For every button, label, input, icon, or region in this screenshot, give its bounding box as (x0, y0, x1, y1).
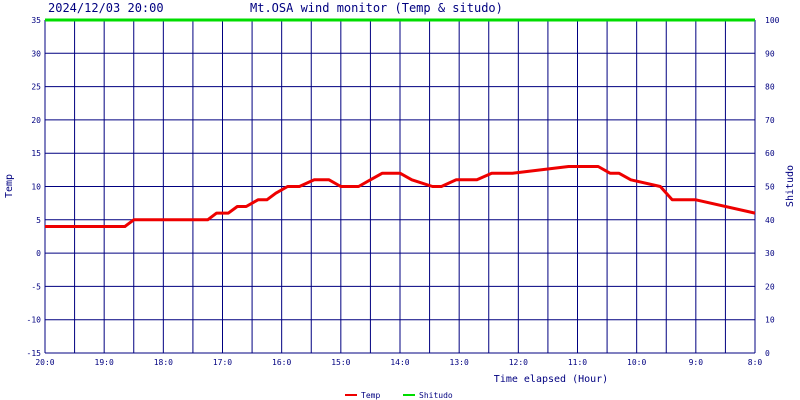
chart-title: Mt.OSA wind monitor (Temp & situdo) (250, 1, 503, 15)
x-tick-label: 15:0 (331, 358, 350, 367)
x-tick-label: 17:0 (213, 358, 232, 367)
y-tick-label-right: 40 (765, 216, 775, 225)
x-tick-label: 19:0 (95, 358, 114, 367)
y-tick-label-left: 20 (31, 116, 41, 125)
legend: Temp Shitudo (345, 391, 453, 400)
y-tick-label-right: 90 (765, 49, 775, 58)
y-tick-label-left: 15 (31, 149, 41, 158)
y-tick-label-right: 50 (765, 183, 775, 192)
y-tick-label-left: -15 (27, 349, 42, 358)
y-tick-label-right: 20 (765, 282, 775, 291)
left-axis-ticks: 35 30 25 20 15 10 5 0 -5 -10 -15 (27, 16, 42, 358)
x-tick-label: 13:0 (450, 358, 469, 367)
x-tick-label: 18:0 (154, 358, 173, 367)
temp-series-line (45, 165, 756, 228)
y-axis-label-right: Shitudo (785, 165, 796, 207)
x-tick-label: 11:0 (568, 358, 587, 367)
y-tick-label-left: 10 (31, 183, 41, 192)
legend-label-shitudo: Shitudo (419, 391, 453, 400)
y-tick-label-left: 30 (31, 49, 41, 58)
y-tick-label-right: 60 (765, 149, 775, 158)
timestamp-label: 2024/12/03 20:00 (48, 1, 164, 15)
x-axis-label: Time elapsed (Hour) (494, 374, 608, 385)
y-tick-label-left: -5 (31, 282, 41, 291)
legend-label-temp: Temp (361, 391, 380, 400)
y-tick-label-left: -10 (27, 316, 42, 325)
x-tick-label: 16:0 (272, 358, 291, 367)
y-tick-label-left: 0 (36, 249, 41, 258)
y-tick-label-right: 80 (765, 83, 775, 92)
x-tick-label: 12:0 (509, 358, 528, 367)
y-axis-label-left: Temp (4, 174, 15, 198)
x-tick-label: 20:0 (35, 358, 54, 367)
y-tick-label-left: 25 (31, 83, 41, 92)
y-tick-label-right: 30 (765, 249, 775, 258)
y-tick-label-left: 35 (31, 16, 41, 25)
x-tick-label: 9:0 (689, 358, 704, 367)
y-tick-label-right: 10 (765, 316, 775, 325)
y-tick-label-right: 0 (765, 349, 770, 358)
x-tick-label: 10:0 (627, 358, 646, 367)
y-tick-label-left: 5 (36, 216, 41, 225)
x-tick-label: 8:0 (748, 358, 763, 367)
x-tick-label: 14:0 (390, 358, 409, 367)
y-tick-label-right: 70 (765, 116, 775, 125)
series-lines (45, 18, 756, 228)
x-axis-ticks: 20:0 19:0 18:0 17:0 16:0 15:0 14:0 13:0 12:0 11:0… (35, 358, 762, 367)
y-tick-label-right: 100 (765, 16, 780, 25)
